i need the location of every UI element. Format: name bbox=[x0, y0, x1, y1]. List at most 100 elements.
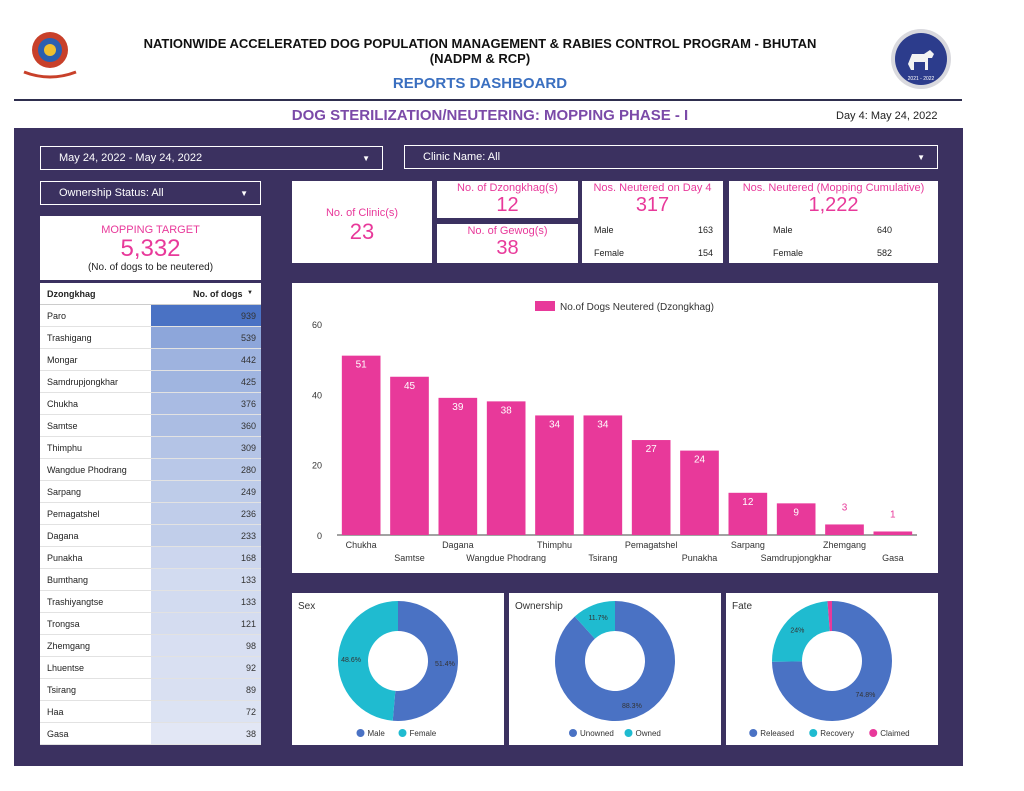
slice-label: 51.4% bbox=[435, 661, 455, 668]
legend-label: Owned bbox=[636, 729, 661, 738]
data-label: 51 bbox=[356, 360, 368, 371]
table-row[interactable]: Trashiyangtse 133 bbox=[40, 591, 261, 613]
female-label: Female bbox=[594, 248, 625, 258]
row-dzongkhag: Trongsa bbox=[47, 619, 80, 629]
x-tick-label: Gasa bbox=[882, 553, 904, 563]
sort-down-icon[interactable]: ▼ bbox=[247, 290, 253, 296]
table-row[interactable]: Zhemgang 98 bbox=[40, 635, 261, 657]
row-dzongkhag: Pemagatshel bbox=[47, 509, 100, 519]
table-row[interactable]: Wangdue Phodrang 280 bbox=[40, 459, 261, 481]
slice-recovery[interactable] bbox=[772, 601, 830, 662]
female-label: Female bbox=[773, 248, 804, 258]
clinic-filter[interactable]: Clinic Name: All ▼ bbox=[404, 145, 938, 169]
slice-label: 24% bbox=[790, 627, 804, 634]
row-dog-count: 249 bbox=[240, 487, 256, 497]
mopping-target-value: 5,332 bbox=[120, 235, 181, 262]
row-dzongkhag: Tsirang bbox=[47, 685, 77, 695]
column-header-dzongkhag[interactable]: Dzongkhag bbox=[47, 289, 96, 299]
row-dog-count: 360 bbox=[240, 421, 256, 431]
row-value-heat bbox=[151, 415, 261, 436]
row-dog-count: 133 bbox=[240, 597, 256, 607]
bar-samtse[interactable] bbox=[390, 376, 429, 535]
clinics-card: No. of Clinic(s) 23 bbox=[292, 181, 432, 263]
chart-title: Fate bbox=[732, 601, 752, 612]
row-dzongkhag: Haa bbox=[47, 707, 64, 717]
bar-samdrupjongkhar[interactable] bbox=[776, 503, 816, 535]
table-row[interactable]: Samtse 360 bbox=[40, 415, 261, 437]
table-row[interactable]: Trongsa 121 bbox=[40, 613, 261, 635]
column-header-dogs[interactable]: No. of dogs bbox=[193, 289, 243, 299]
bar-wangdue-phodrang[interactable] bbox=[486, 401, 526, 535]
bar-chukha[interactable] bbox=[341, 355, 381, 535]
table-row[interactable]: Mongar 442 bbox=[40, 349, 261, 371]
ownership-filter[interactable]: Ownership Status: All ▼ bbox=[40, 181, 261, 205]
data-label: 24 bbox=[694, 455, 706, 466]
table-row[interactable]: Trashigang 539 bbox=[40, 327, 261, 349]
table-row[interactable]: Tsirang 89 bbox=[40, 679, 261, 701]
x-tick-label: Samtse bbox=[394, 553, 425, 563]
table-row[interactable]: Punakha 168 bbox=[40, 547, 261, 569]
slice-female[interactable] bbox=[337, 601, 398, 721]
legend-dot bbox=[624, 729, 633, 737]
table-row[interactable]: Gasa 38 bbox=[40, 723, 261, 745]
table-row[interactable]: Dagana 233 bbox=[40, 525, 261, 547]
legend-label: Recovery bbox=[820, 729, 854, 738]
row-dog-count: 133 bbox=[240, 575, 256, 585]
clinic-filter-value: Clinic Name: All bbox=[423, 151, 501, 163]
table-body: Paro 939 Trashigang 539 Mongar 442 Samdrupjong… bbox=[40, 305, 261, 745]
y-tick-label: 60 bbox=[312, 320, 322, 330]
slice-label: 48.6% bbox=[341, 657, 361, 664]
data-label: 9 bbox=[793, 507, 799, 518]
row-value-heat bbox=[151, 679, 261, 700]
ownership-pie-card: Ownership 88.3% 11.7% Unowned Owned bbox=[509, 593, 721, 745]
slice-owned[interactable] bbox=[574, 601, 615, 639]
row-dzongkhag: Bumthang bbox=[47, 575, 89, 585]
slice-claimed[interactable] bbox=[827, 601, 832, 632]
slice-label: 74.8% bbox=[856, 692, 876, 699]
row-dog-count: 121 bbox=[240, 619, 256, 629]
male-value: 640 bbox=[876, 225, 892, 235]
table-row[interactable]: Samdrupjongkhar 425 bbox=[40, 371, 261, 393]
table-row[interactable]: Chukha 376 bbox=[40, 393, 261, 415]
x-tick-label: Chukha bbox=[346, 540, 377, 550]
bar-gasa[interactable] bbox=[873, 531, 913, 535]
date-range-filter[interactable]: May 24, 2022 - May 24, 2022 ▼ bbox=[40, 146, 383, 170]
neutered-day-label: Nos. Neutered on Day 4 bbox=[593, 182, 712, 194]
legend-dot bbox=[809, 729, 818, 737]
neutered-cumulative-card: Nos. Neutered (Mopping Cumulative) 1,222… bbox=[729, 181, 938, 263]
chart-title: Ownership bbox=[515, 601, 563, 612]
female-value: 154 bbox=[697, 248, 713, 258]
row-dog-count: 280 bbox=[240, 465, 256, 475]
bar-dagana[interactable] bbox=[438, 397, 478, 535]
bar-sarpang[interactable] bbox=[728, 492, 768, 535]
table-row[interactable]: Paro 939 bbox=[40, 305, 261, 327]
row-value-heat bbox=[151, 437, 261, 458]
dzongkhags-value: 12 bbox=[496, 194, 519, 216]
row-value-heat bbox=[151, 503, 261, 524]
table-row[interactable]: Bumthang 133 bbox=[40, 569, 261, 591]
row-dog-count: 236 bbox=[240, 509, 256, 519]
table-row[interactable]: Haa 72 bbox=[40, 701, 261, 723]
svg-text:2021 - 2022: 2021 - 2022 bbox=[908, 76, 935, 82]
bar-zhemgang[interactable] bbox=[825, 524, 864, 535]
slice-male[interactable] bbox=[392, 601, 458, 721]
row-dzongkhag: Zhemgang bbox=[47, 641, 91, 651]
bar-pemagatshel[interactable] bbox=[631, 440, 671, 535]
bar-thimphu[interactable] bbox=[535, 415, 574, 535]
table-row[interactable]: Lhuentse 92 bbox=[40, 657, 261, 679]
row-dzongkhag: Punakha bbox=[47, 553, 83, 563]
table-header: Dzongkhag No. of dogs ▼ bbox=[40, 283, 261, 305]
slice-released[interactable] bbox=[772, 601, 892, 721]
legend-label: Female bbox=[410, 729, 437, 738]
bar-tsirang[interactable] bbox=[583, 415, 623, 535]
data-label: 27 bbox=[646, 444, 658, 455]
slice-unowned[interactable] bbox=[555, 601, 675, 721]
dzongkhags-card: No. of Dzongkhag(s) 12 bbox=[437, 181, 578, 218]
table-row[interactable]: Thimphu 309 bbox=[40, 437, 261, 459]
legend-dot bbox=[356, 729, 365, 737]
row-dog-count: 89 bbox=[245, 685, 256, 695]
table-row[interactable]: Pemagatshel 236 bbox=[40, 503, 261, 525]
table-row[interactable]: Sarpang 249 bbox=[40, 481, 261, 503]
bar-punakha[interactable] bbox=[680, 450, 719, 535]
row-dzongkhag: Trashiyangtse bbox=[47, 597, 104, 607]
